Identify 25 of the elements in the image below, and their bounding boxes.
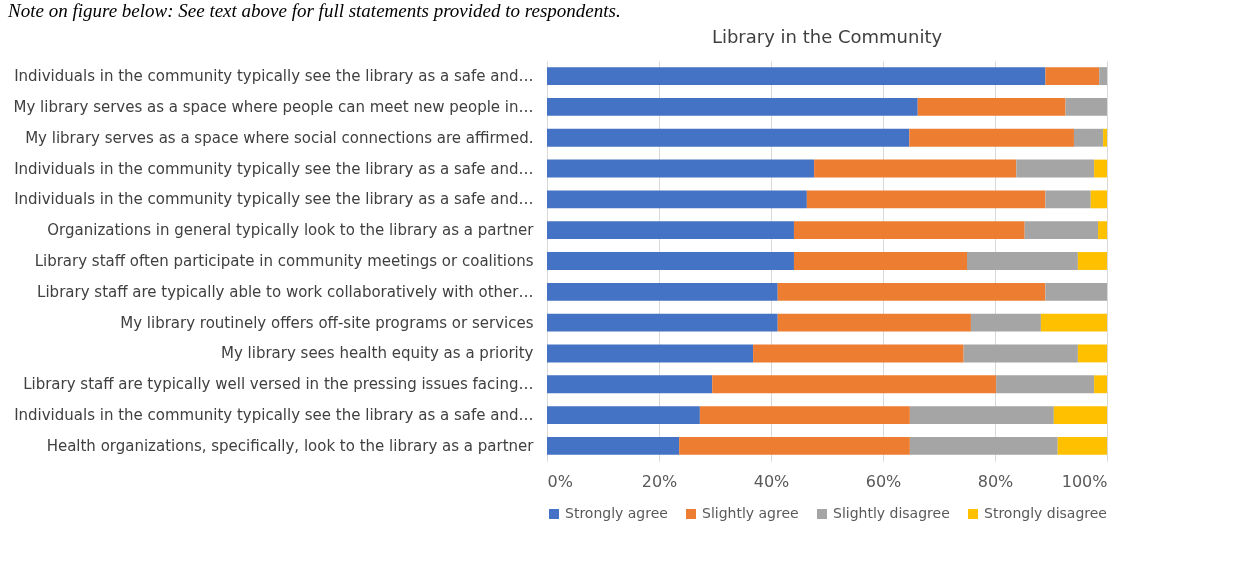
y-tick-label: Individuals in the community typically see the library as a safe and… bbox=[14, 406, 534, 425]
y-tick-label: Organizations in general typically look to the library as a partner bbox=[47, 221, 535, 240]
x-tick-label: 100% bbox=[1061, 471, 1108, 491]
x-tick-label: 80% bbox=[977, 471, 1014, 491]
x-tick-label: 60% bbox=[865, 471, 902, 491]
y-tick-label: Library staff are typically able to work collaboratively with other… bbox=[37, 282, 534, 301]
legend-label: Slightly agree bbox=[702, 505, 799, 521]
y-tick-label: Library staff are typically well versed in the pressing issues facing… bbox=[23, 375, 534, 394]
legend-label: Strongly agree bbox=[565, 505, 668, 521]
legend-label: Strongly disagree bbox=[984, 505, 1107, 521]
legend-label: Slightly disagree bbox=[833, 505, 950, 521]
text: Note on figure below: See text above for full statements provided to respondents. bbox=[8, 0, 622, 22]
y-tick-label: Health organizations, specifically, look to the library as a partner bbox=[46, 436, 535, 455]
y-tick-label: My library sees health equity as a priority bbox=[220, 344, 534, 363]
chart-title: Library in the Community bbox=[711, 26, 943, 47]
x-tick-label: 20% bbox=[641, 471, 678, 491]
x-tick-label: 0% bbox=[547, 471, 573, 491]
y-tick-label: My library serves as a space where social connections are affirmed. bbox=[25, 128, 534, 147]
y-tick-label: Individuals in the community typically see the library as a safe and… bbox=[14, 67, 534, 86]
y-tick-label: Individuals in the community typically see the library as a safe and… bbox=[14, 159, 534, 178]
y-tick-label: Individuals in the community typically see the library as a safe and… bbox=[14, 190, 534, 209]
y-tick-label: Library staff often participate in community meetings or coalitions bbox=[34, 252, 534, 270]
y-tick-label: My library serves as a space where people can meet new people in… bbox=[13, 97, 534, 116]
y-tick-label: My library routinely offers off-site programs or services bbox=[120, 313, 534, 332]
x-tick-label: 40% bbox=[753, 471, 790, 491]
